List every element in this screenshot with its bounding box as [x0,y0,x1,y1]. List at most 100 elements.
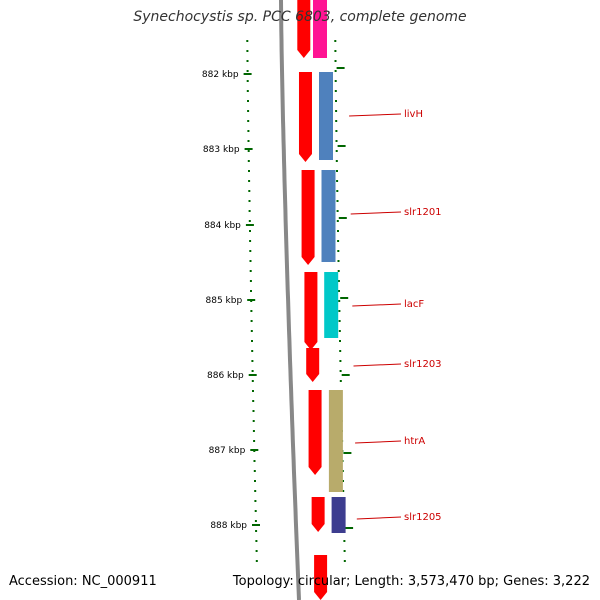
gene-label-line [353,363,402,367]
ruler-dot [250,320,253,322]
genome-backbone [279,0,301,600]
ruler-tick [250,449,259,451]
outer-ruler-tick [336,67,345,69]
gene-label-line [352,303,402,307]
outer-ruler-dot [342,490,345,492]
ruler-dot [250,290,252,292]
outer-ruler-tick [341,374,350,376]
ruler-tick [248,374,257,376]
gene-block [324,272,339,338]
ruler-dot [247,150,250,152]
ruler-dot [249,250,252,252]
cds-arrow [311,497,325,532]
ruler-dot [248,180,251,182]
gene-label-line [349,113,402,117]
ruler-tick [243,73,252,75]
ruler-dot [250,310,253,312]
outer-ruler-dot [336,200,339,202]
outer-ruler-tick [340,297,349,299]
ruler-dot [251,380,254,382]
ruler-dot [247,130,250,132]
ruler-dot [249,230,251,232]
outer-ruler-dot [343,550,346,552]
outer-ruler-dot [336,220,339,222]
outer-ruler-dot [336,180,339,182]
outer-ruler-dot [334,60,337,62]
ruler-dot [248,220,251,222]
ruler-tick [245,224,254,226]
ruler-dot [248,170,250,172]
outer-ruler-dot [335,100,337,102]
outer-ruler-dot [335,110,338,112]
outer-ruler-dot [334,70,337,72]
ruler-dot [254,500,257,502]
ruler-dot [248,200,251,202]
ruler-tick [247,299,256,301]
ruler-tick-label: 886 kbp [207,371,244,381]
outer-ruler-dot [335,130,338,132]
outer-ruler-dot [339,350,342,352]
outer-ruler-dot [338,330,341,332]
gene-label-lacf: lacF [404,299,424,310]
outer-ruler-tick [338,217,347,219]
ruler-dot [255,530,258,532]
cds-arrow [304,272,318,350]
cds-arrow [298,72,312,162]
outer-ruler-dot [343,540,346,542]
ruler-dot [246,50,249,52]
ruler-dot [254,510,257,512]
ruler-dot [252,420,255,422]
ruler-dot [246,70,249,72]
ruler-dot [247,140,250,142]
outer-ruler-dot [338,300,341,302]
gene-label-slr1205: slr1205 [404,512,442,523]
outer-ruler-dot [336,210,339,212]
outer-ruler-dot [337,280,340,282]
ruler-dot [253,460,256,462]
ruler-tick-label: 882 kbp [202,70,239,80]
ruler-tick-label: 884 kbp [204,221,241,231]
gene-label-line [355,440,402,444]
gene-block [331,497,346,533]
ruler-dot [252,430,255,432]
ruler-dot [249,240,252,242]
gene-block-top [313,0,327,58]
ruler-tick-label: 887 kbp [209,446,246,456]
outer-ruler-dot [335,140,338,142]
gene-label-slr1201: slr1201 [404,207,442,218]
ruler-dot [249,270,252,272]
outer-ruler-dot [337,250,340,252]
outer-ruler-tick [343,452,352,454]
outer-ruler-dot [338,320,341,322]
ruler-dot [252,410,255,412]
ruler-dot [248,190,251,192]
ruler-dot [252,390,254,392]
ruler-tick-label: 883 kbp [203,145,240,155]
ruler-tick [244,148,253,150]
ruler-dot [246,60,249,62]
ruler-dot [246,90,249,92]
outer-ruler-tick [345,527,354,529]
ruler-dot [247,160,250,162]
ruler-dot [248,210,251,212]
cds-arrow [314,555,328,600]
outer-ruler-dot [336,190,339,192]
outer-ruler-dot [335,160,338,162]
outer-ruler-dot [334,40,337,42]
ruler-dot [254,480,256,482]
outer-ruler-dot [342,480,344,482]
cds-arrow [306,348,320,382]
outer-ruler-dot [336,170,338,172]
ruler-dot [246,40,249,42]
ruler-dot [247,110,250,112]
ruler-dot [255,560,258,562]
ruler-dot [247,120,250,122]
ruler-dot [253,440,256,442]
outer-ruler-dot [335,150,338,152]
outer-ruler-dot [338,310,341,312]
outer-ruler-tick [337,145,346,147]
cds-arrow [297,0,311,58]
ruler-tick [252,524,260,526]
ruler-dot [251,370,254,372]
